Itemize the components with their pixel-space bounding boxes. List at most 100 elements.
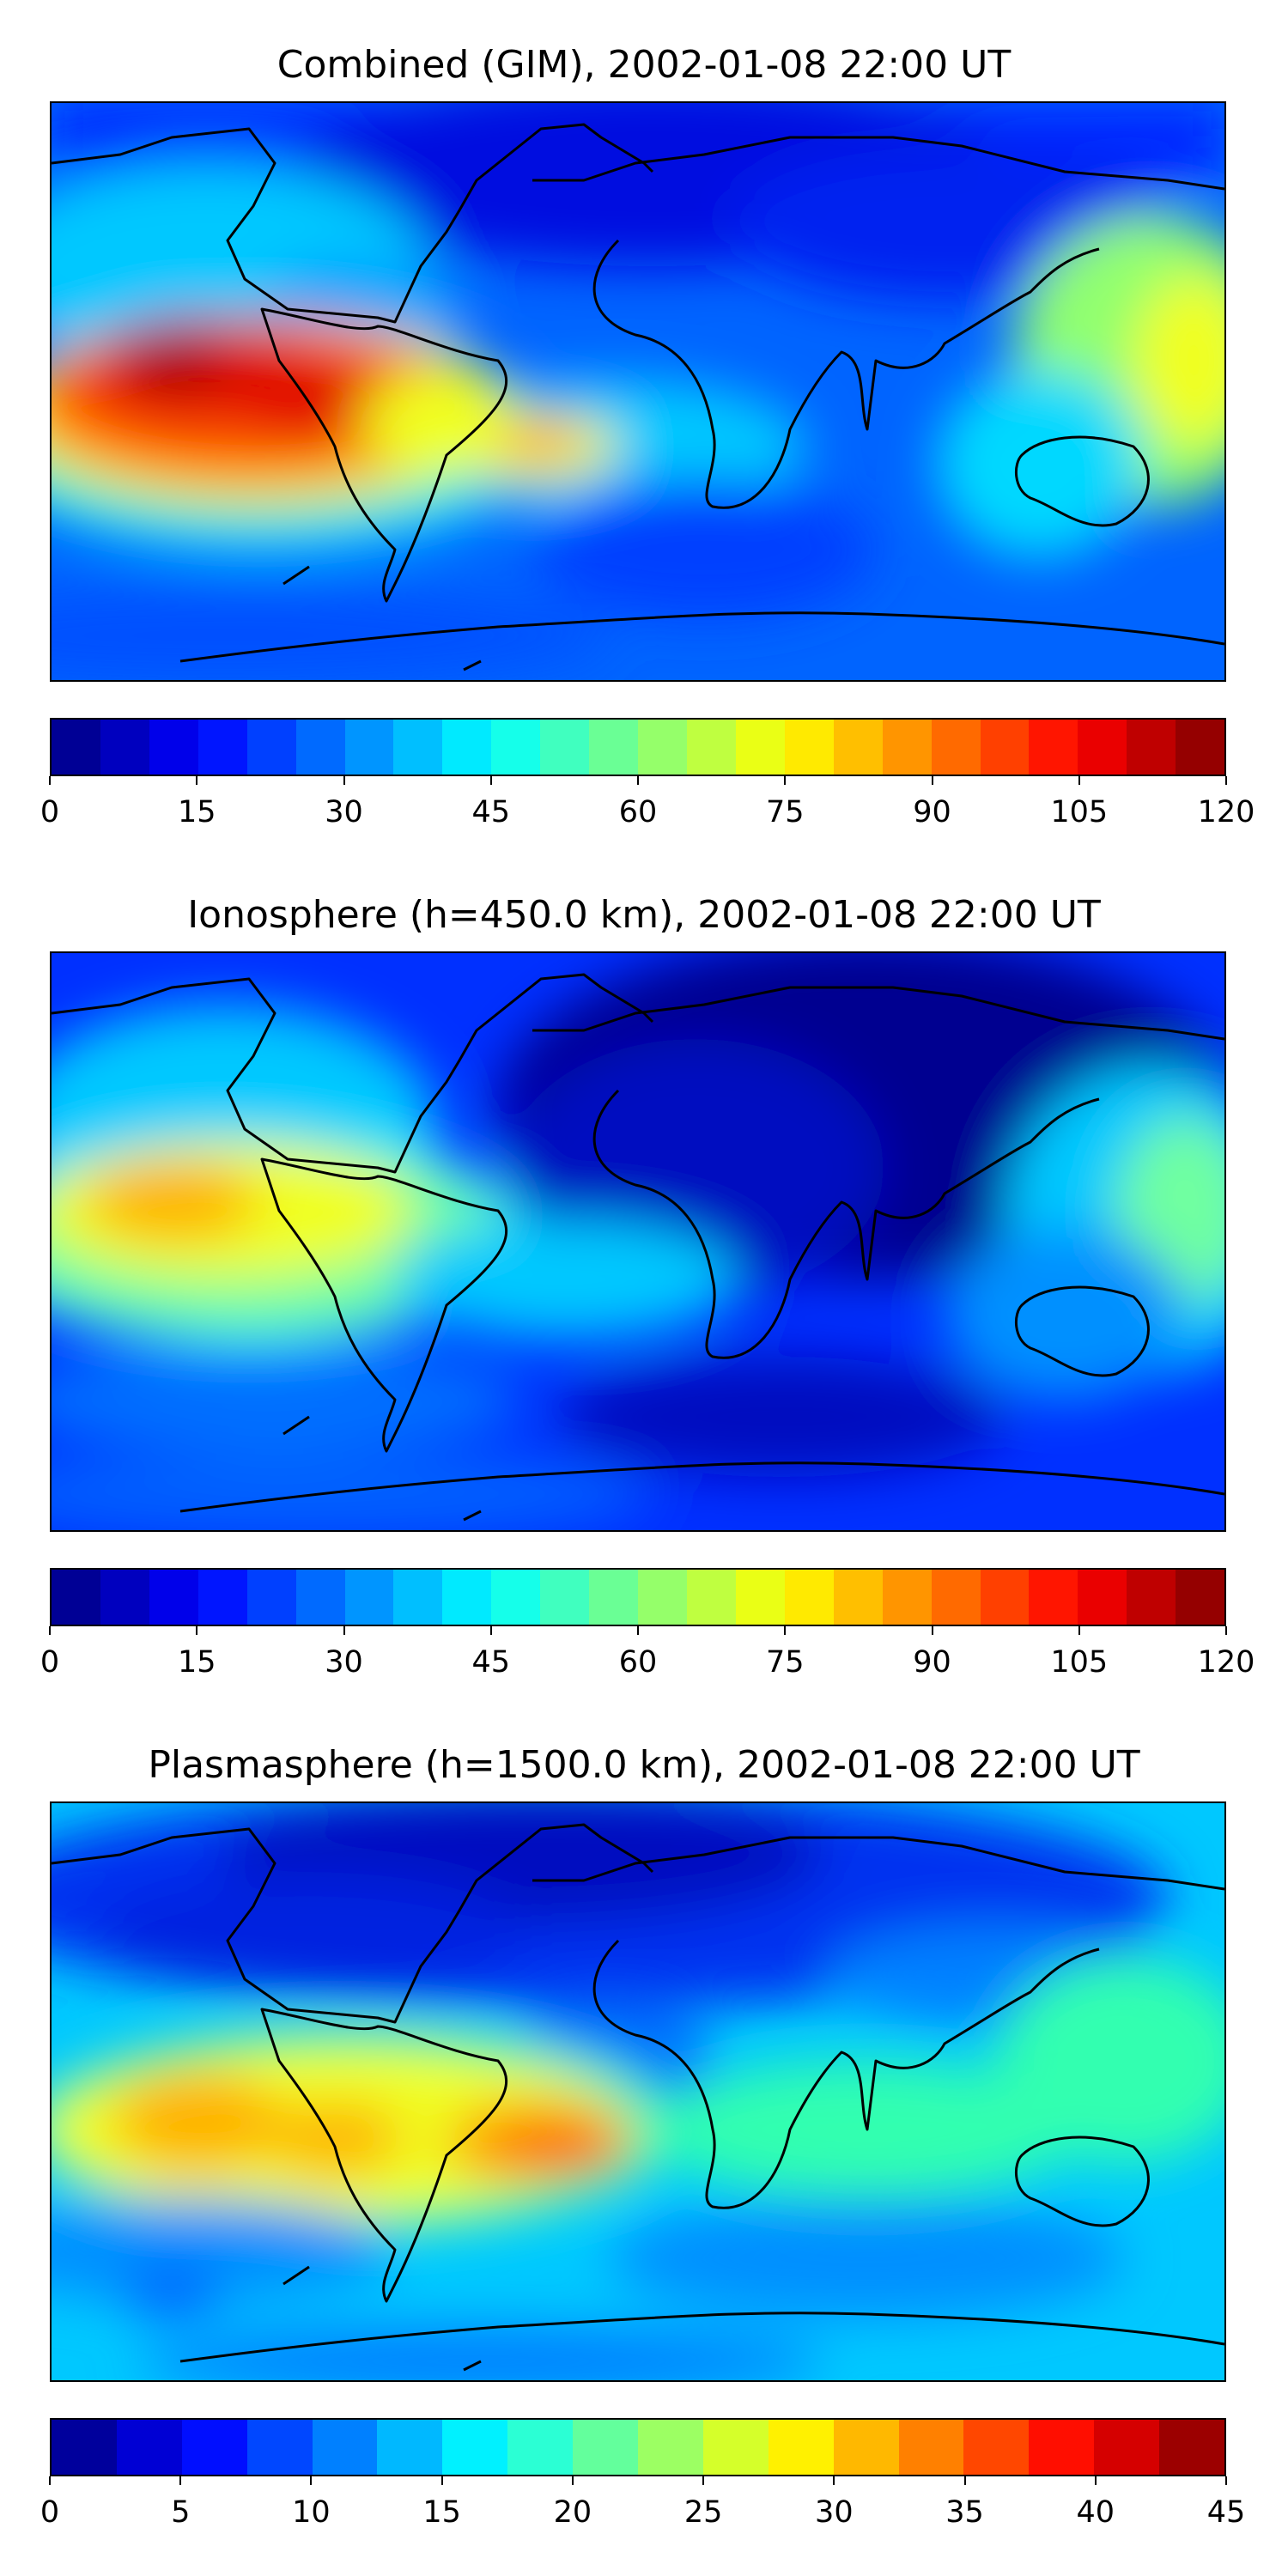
colorbar-swatch	[1127, 720, 1176, 775]
colorbar-tick-label: 10	[292, 2495, 331, 2530]
colorbar-swatch	[589, 1570, 639, 1625]
colorbar-tick	[489, 776, 492, 785]
colorbar-swatch	[100, 1570, 149, 1625]
colorbar-swatch	[1029, 1570, 1078, 1625]
colorbar-swatch	[52, 1570, 100, 1625]
colorbar-tick-label: 60	[618, 795, 658, 829]
colorbar-swatch	[638, 1570, 687, 1625]
colorbar-swatch	[784, 1570, 834, 1625]
colorbar-tick-label: 120	[1197, 1645, 1255, 1680]
colorbar-swatch	[1078, 1570, 1127, 1625]
colorbar-swatch	[1029, 720, 1078, 775]
coastlines	[52, 973, 1224, 1522]
colorbar-tick-label: 15	[177, 1645, 216, 1680]
colorbar-swatch	[344, 1570, 394, 1625]
colorbar-tick	[1225, 2476, 1227, 2485]
colorbar-tick-label: 15	[177, 795, 216, 829]
colorbar-tick-label: 0	[39, 2495, 60, 2530]
colorbar-swatch	[882, 720, 932, 775]
colorbar-swatch	[931, 1570, 981, 1625]
panel-2-map	[50, 951, 1226, 1532]
colorbar-tick-label: 25	[683, 2495, 723, 2530]
colorbar-tick-label: 90	[913, 1645, 951, 1680]
colorbar-swatch	[1029, 2420, 1095, 2475]
colorbar-swatch	[295, 1570, 345, 1625]
colorbar-swatch	[149, 1570, 198, 1625]
colorbar-swatch	[735, 1570, 785, 1625]
colorbar-tick-label: 5	[171, 2495, 191, 2530]
coastlines	[52, 1823, 1224, 2372]
colorbar-tick	[310, 2476, 313, 2485]
colorbar-swatch	[963, 2420, 1030, 2475]
colorbar-tick-label: 105	[1050, 795, 1109, 829]
colorbar-swatch	[686, 720, 736, 775]
colorbar-tick	[343, 1626, 345, 1635]
colorbar-swatch	[197, 720, 247, 775]
colorbar-swatch	[898, 2420, 964, 2475]
colorbar-tick-label: 30	[815, 2495, 854, 2530]
colorbar-tick	[1078, 776, 1080, 785]
colorbar-tick-label: 0	[39, 1645, 60, 1680]
colorbar-tick-label: 60	[618, 1645, 658, 1680]
panel-1-map	[50, 101, 1226, 682]
colorbar-tick	[784, 1626, 787, 1635]
colorbar-swatch	[1094, 2420, 1160, 2475]
colorbar-swatch	[1176, 720, 1225, 775]
colorbar-swatch	[931, 720, 981, 775]
colorbar-tick-label: 75	[765, 795, 805, 829]
colorbar-tick-label: 120	[1197, 795, 1255, 829]
colorbar-swatch	[393, 1570, 443, 1625]
colorbar-swatch	[52, 720, 100, 775]
colorbar-tick-label: 75	[765, 1645, 805, 1680]
colorbar-swatch	[589, 720, 639, 775]
colorbar-tick	[931, 776, 933, 785]
colorbar-tick-label: 40	[1076, 2495, 1115, 2530]
colorbar-tick	[179, 2476, 182, 2485]
colorbar-swatch	[312, 2420, 378, 2475]
colorbar-swatch	[491, 1570, 541, 1625]
colorbar-swatch	[702, 2420, 769, 2475]
colorbar-tick	[440, 2476, 443, 2485]
map-combined-gim	[52, 103, 1224, 680]
colorbar-swatch	[638, 2420, 703, 2475]
colorbar-tick	[1078, 1626, 1080, 1635]
panel-3-map	[50, 1801, 1226, 2382]
panel-1-colorbar	[50, 718, 1226, 776]
panel-2-colorbar-ticks: 0 15 30 45 60 75 90 105 120	[40, 1626, 1255, 1680]
colorbar-swatch	[768, 2420, 834, 2475]
colorbar-tick	[49, 2476, 51, 2485]
colorbar-swatch	[442, 2420, 508, 2475]
colorbar-tick-label: 15	[422, 2495, 461, 2530]
colorbar-swatch	[344, 720, 394, 775]
colorbar-swatch	[246, 720, 296, 775]
colorbar-tick-label: 45	[1206, 2495, 1246, 2530]
colorbar-tick-label: 30	[325, 1645, 363, 1680]
colorbar-swatch	[980, 1570, 1030, 1625]
colorbar-swatch	[491, 720, 541, 775]
colorbar-swatch	[116, 2420, 182, 2475]
colorbar-swatch	[442, 1570, 492, 1625]
colorbar-tick	[196, 1626, 198, 1635]
colorbar-swatch	[507, 2420, 574, 2475]
panel-1-title: Combined (GIM), 2002-01-08 22:00 UT	[276, 43, 1012, 87]
colorbar-tick	[833, 2476, 835, 2485]
colorbar-swatch	[573, 2420, 639, 2475]
map-ionosphere	[52, 953, 1224, 1530]
panel-3-colorbar-ticks: 0 5 10 15 20 25 30 35 40 45	[40, 2476, 1245, 2530]
colorbar-tick	[702, 2476, 705, 2485]
panel-3-colorbar	[50, 2418, 1226, 2476]
colorbar-swatch	[1176, 1570, 1225, 1625]
colorbar-swatch	[1127, 1570, 1176, 1625]
colorbar-tick	[343, 776, 345, 785]
panel-2-colorbar	[50, 1568, 1226, 1626]
colorbar-swatch	[181, 2420, 247, 2475]
colorbar-swatch	[1159, 2420, 1225, 2475]
colorbar-tick	[637, 1626, 639, 1635]
colorbar-tick	[489, 1626, 492, 1635]
panel-1-colorbar-ticks: 0 15 30 45 60 75 90 105 120	[40, 776, 1255, 829]
colorbar-swatch	[377, 2420, 443, 2475]
colorbar-swatch	[246, 1570, 296, 1625]
colorbar-tick	[637, 776, 639, 785]
colorbar-swatch	[833, 2420, 899, 2475]
colorbar-tick	[1225, 776, 1227, 785]
